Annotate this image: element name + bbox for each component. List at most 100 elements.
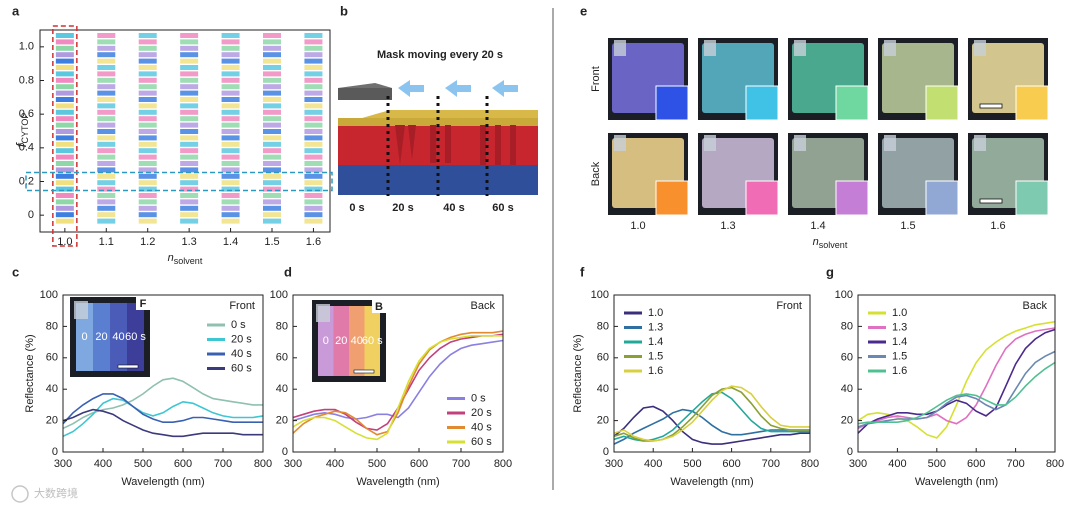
stripe-cell	[55, 135, 74, 141]
stripe-cell	[97, 199, 116, 205]
stripe-cell	[304, 33, 323, 38]
stripe-cell	[180, 141, 199, 147]
stripe-cell	[97, 103, 116, 109]
stripe-cell	[304, 71, 323, 77]
stripe-cell	[263, 116, 281, 122]
stripe-cell	[221, 122, 240, 128]
stripe-cell	[221, 212, 240, 218]
x-tick-label: 1.6	[306, 236, 321, 248]
legend-label: 60 s	[471, 436, 492, 448]
stripe-cell	[138, 71, 157, 77]
series-line	[857, 327, 1056, 430]
stripe-cell	[180, 58, 199, 64]
stripe-cell	[263, 218, 281, 224]
series-line	[62, 408, 263, 438]
stripe-cell	[138, 103, 157, 109]
stripe-cell	[304, 161, 323, 166]
chart-title: Back	[471, 300, 496, 312]
y-axis-label: Reflectance (%)	[572, 334, 584, 412]
stripe-cell	[138, 84, 157, 90]
stripe-cell	[55, 33, 74, 38]
stripe-cell	[97, 173, 116, 179]
y-tick-label: 0.2	[19, 175, 34, 187]
stripe-cell	[97, 84, 116, 90]
x-tick-label: 500	[928, 458, 946, 470]
stripe-cell	[97, 109, 116, 115]
label-symbol: n	[168, 252, 174, 264]
stripe-cell	[221, 45, 240, 51]
stripe-cell	[263, 58, 281, 64]
stripe-cell	[180, 122, 199, 128]
stripe-cell	[263, 141, 281, 147]
stripe-cell	[180, 52, 199, 58]
stripe-cell	[304, 154, 323, 160]
series-line	[857, 350, 1056, 428]
stripe-cell	[304, 148, 323, 154]
time-label: 0 s	[349, 202, 364, 214]
stripe-cell	[304, 65, 323, 70]
stripe-cell	[221, 90, 240, 96]
series-line	[613, 385, 810, 442]
stripe-cell	[304, 186, 323, 192]
stripe-cell	[138, 186, 157, 192]
stripe-cell	[180, 39, 199, 45]
legend-label: 60 s	[231, 362, 252, 374]
stripe-cell	[180, 97, 199, 102]
stripe-cell	[221, 129, 240, 134]
stripe-cell	[55, 173, 74, 179]
legend-label: 20 s	[471, 407, 492, 419]
inset-label: 60 s	[125, 331, 146, 343]
stripe-cell	[263, 167, 281, 173]
plot-frame	[39, 29, 331, 233]
stripe-cell	[180, 186, 199, 192]
inset-stripe	[333, 306, 349, 376]
stripe-cell	[97, 167, 116, 173]
clip	[704, 135, 716, 151]
clip	[614, 40, 626, 56]
column-label: 1.3	[720, 220, 735, 232]
stripe-cell	[97, 135, 116, 141]
x-tick-label: 500	[134, 458, 152, 470]
stripe-cell	[138, 135, 157, 141]
plot-frame	[292, 294, 504, 453]
color-swatch	[1015, 85, 1049, 121]
y-tick-label: 0.4	[19, 142, 34, 154]
inset-label: 60 s	[362, 335, 383, 347]
stripe-cell	[221, 161, 240, 166]
label-symbol: n	[813, 236, 819, 248]
stripe-cell	[304, 52, 323, 58]
clip	[974, 135, 986, 151]
x-tick-label: 500	[368, 458, 386, 470]
legend-label: 20 s	[231, 333, 252, 345]
stripe-cell	[304, 122, 323, 128]
legend-label: 1.5	[648, 350, 663, 362]
watermark-icon	[11, 485, 29, 503]
chart-title: Back	[1023, 300, 1048, 312]
legend-label: 1.0	[892, 307, 907, 319]
stripe-cell	[221, 77, 240, 83]
stripe-cell	[304, 109, 323, 115]
stripe-cell	[304, 218, 323, 224]
stripe-cell	[138, 167, 157, 173]
panel-label: c	[12, 264, 19, 279]
stripe-cell	[263, 122, 281, 128]
stripe-cell	[221, 141, 240, 147]
stripe-cell	[180, 173, 199, 179]
stripe-cell	[138, 33, 157, 38]
pillar	[510, 125, 516, 165]
x-tick-label: 400	[326, 458, 344, 470]
color-swatch	[655, 85, 689, 121]
legend-label: 0 s	[471, 392, 486, 404]
arrow	[445, 80, 471, 97]
x-tick-label: 300	[849, 458, 867, 470]
legend-label: 1.3	[892, 321, 907, 333]
stripe-cell	[304, 116, 323, 122]
x-tick-label: 1.5	[264, 236, 279, 248]
stripe-cell	[263, 65, 281, 70]
label-subscript: solvent	[174, 256, 203, 266]
stripe-cell	[263, 199, 281, 205]
stripe-cell	[221, 65, 240, 70]
y-tick-label: 100	[270, 289, 288, 301]
stripe-cell	[55, 141, 74, 147]
stripe-cell	[263, 103, 281, 109]
